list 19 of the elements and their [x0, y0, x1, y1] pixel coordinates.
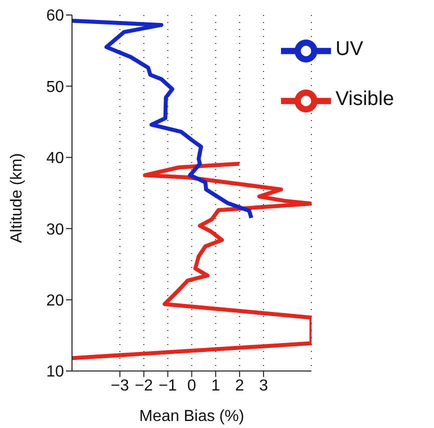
y-tick-label: 40 [46, 150, 64, 168]
y-axis-title: Altitude (km) [8, 153, 26, 243]
y-tick-label: 20 [46, 292, 64, 310]
legend-label: UV [335, 38, 364, 60]
x-tick-label: −1 [158, 377, 177, 394]
y-tick-label: 60 [46, 8, 64, 25]
x-tick-label: 2 [235, 377, 244, 394]
x-tick-label: 3 [259, 377, 268, 394]
line-series [72, 18, 254, 220]
y-tick-label: 50 [46, 78, 64, 96]
legend-label: Visible [335, 88, 394, 110]
y-tick-label: 30 [46, 221, 64, 238]
x-tick-label: −3 [110, 377, 130, 394]
x-tick-label: 0 [187, 377, 196, 394]
y-tick-label: 10 [46, 364, 64, 381]
x-tick-label: −2 [134, 377, 154, 394]
x-tick-label: 1 [211, 377, 220, 394]
x-axis-title: Mean Bias (%) [139, 408, 244, 425]
line-series [72, 162, 312, 360]
